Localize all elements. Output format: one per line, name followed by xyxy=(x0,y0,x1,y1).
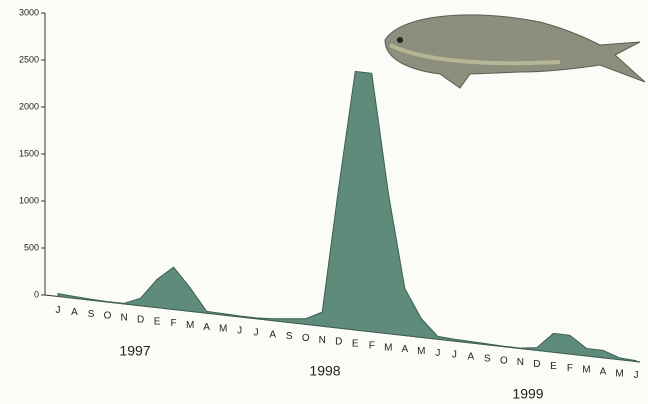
month-label: F xyxy=(567,363,573,374)
month-label: E xyxy=(154,316,161,327)
month-label: J xyxy=(435,348,440,359)
month-label: A xyxy=(269,329,276,340)
month-label: A xyxy=(71,307,78,318)
month-label: D xyxy=(533,359,540,370)
month-label: N xyxy=(319,335,326,346)
y-tick-label: 2000 xyxy=(19,101,39,111)
month-label: S xyxy=(484,353,491,364)
month-label: M xyxy=(582,365,590,376)
month-label: M xyxy=(219,324,227,335)
month-label: A xyxy=(203,322,210,333)
month-label: A xyxy=(600,366,607,377)
month-label: J xyxy=(56,305,61,316)
fish-illustration xyxy=(384,14,646,89)
month-label: A xyxy=(401,344,408,355)
month-label: O xyxy=(104,311,112,322)
month-label: E xyxy=(352,339,359,350)
year-label: 1999 xyxy=(512,386,543,402)
month-label: O xyxy=(302,333,310,344)
month-label: J xyxy=(237,326,242,337)
year-label: 1998 xyxy=(309,363,340,379)
month-label: D xyxy=(335,337,342,348)
month-label: M xyxy=(186,320,194,331)
month-label: S xyxy=(286,331,293,342)
month-label: E xyxy=(550,361,557,372)
y-tick-label: 0 xyxy=(34,289,39,299)
month-label: O xyxy=(500,355,508,366)
y-tick-label: 500 xyxy=(24,242,39,252)
y-tick-label: 3000 xyxy=(19,7,39,17)
month-label: J xyxy=(452,350,457,361)
y-tick-label: 1500 xyxy=(19,148,39,158)
month-label: S xyxy=(88,309,95,320)
month-label: A xyxy=(468,352,475,363)
month-label: N xyxy=(120,313,127,324)
month-label: M xyxy=(384,342,392,353)
month-label: D xyxy=(137,314,144,325)
month-label: F xyxy=(171,318,177,329)
month-label: M xyxy=(417,346,425,357)
month-label: M xyxy=(615,368,623,379)
year-label: 1997 xyxy=(119,343,150,359)
area xyxy=(57,70,637,363)
y-tick-label: 1000 xyxy=(19,195,39,205)
month-label: F xyxy=(369,340,375,351)
month-label: J xyxy=(634,370,639,381)
month-label: J xyxy=(254,327,259,338)
month-label: N xyxy=(517,357,524,368)
y-tick-label: 2500 xyxy=(19,54,39,64)
